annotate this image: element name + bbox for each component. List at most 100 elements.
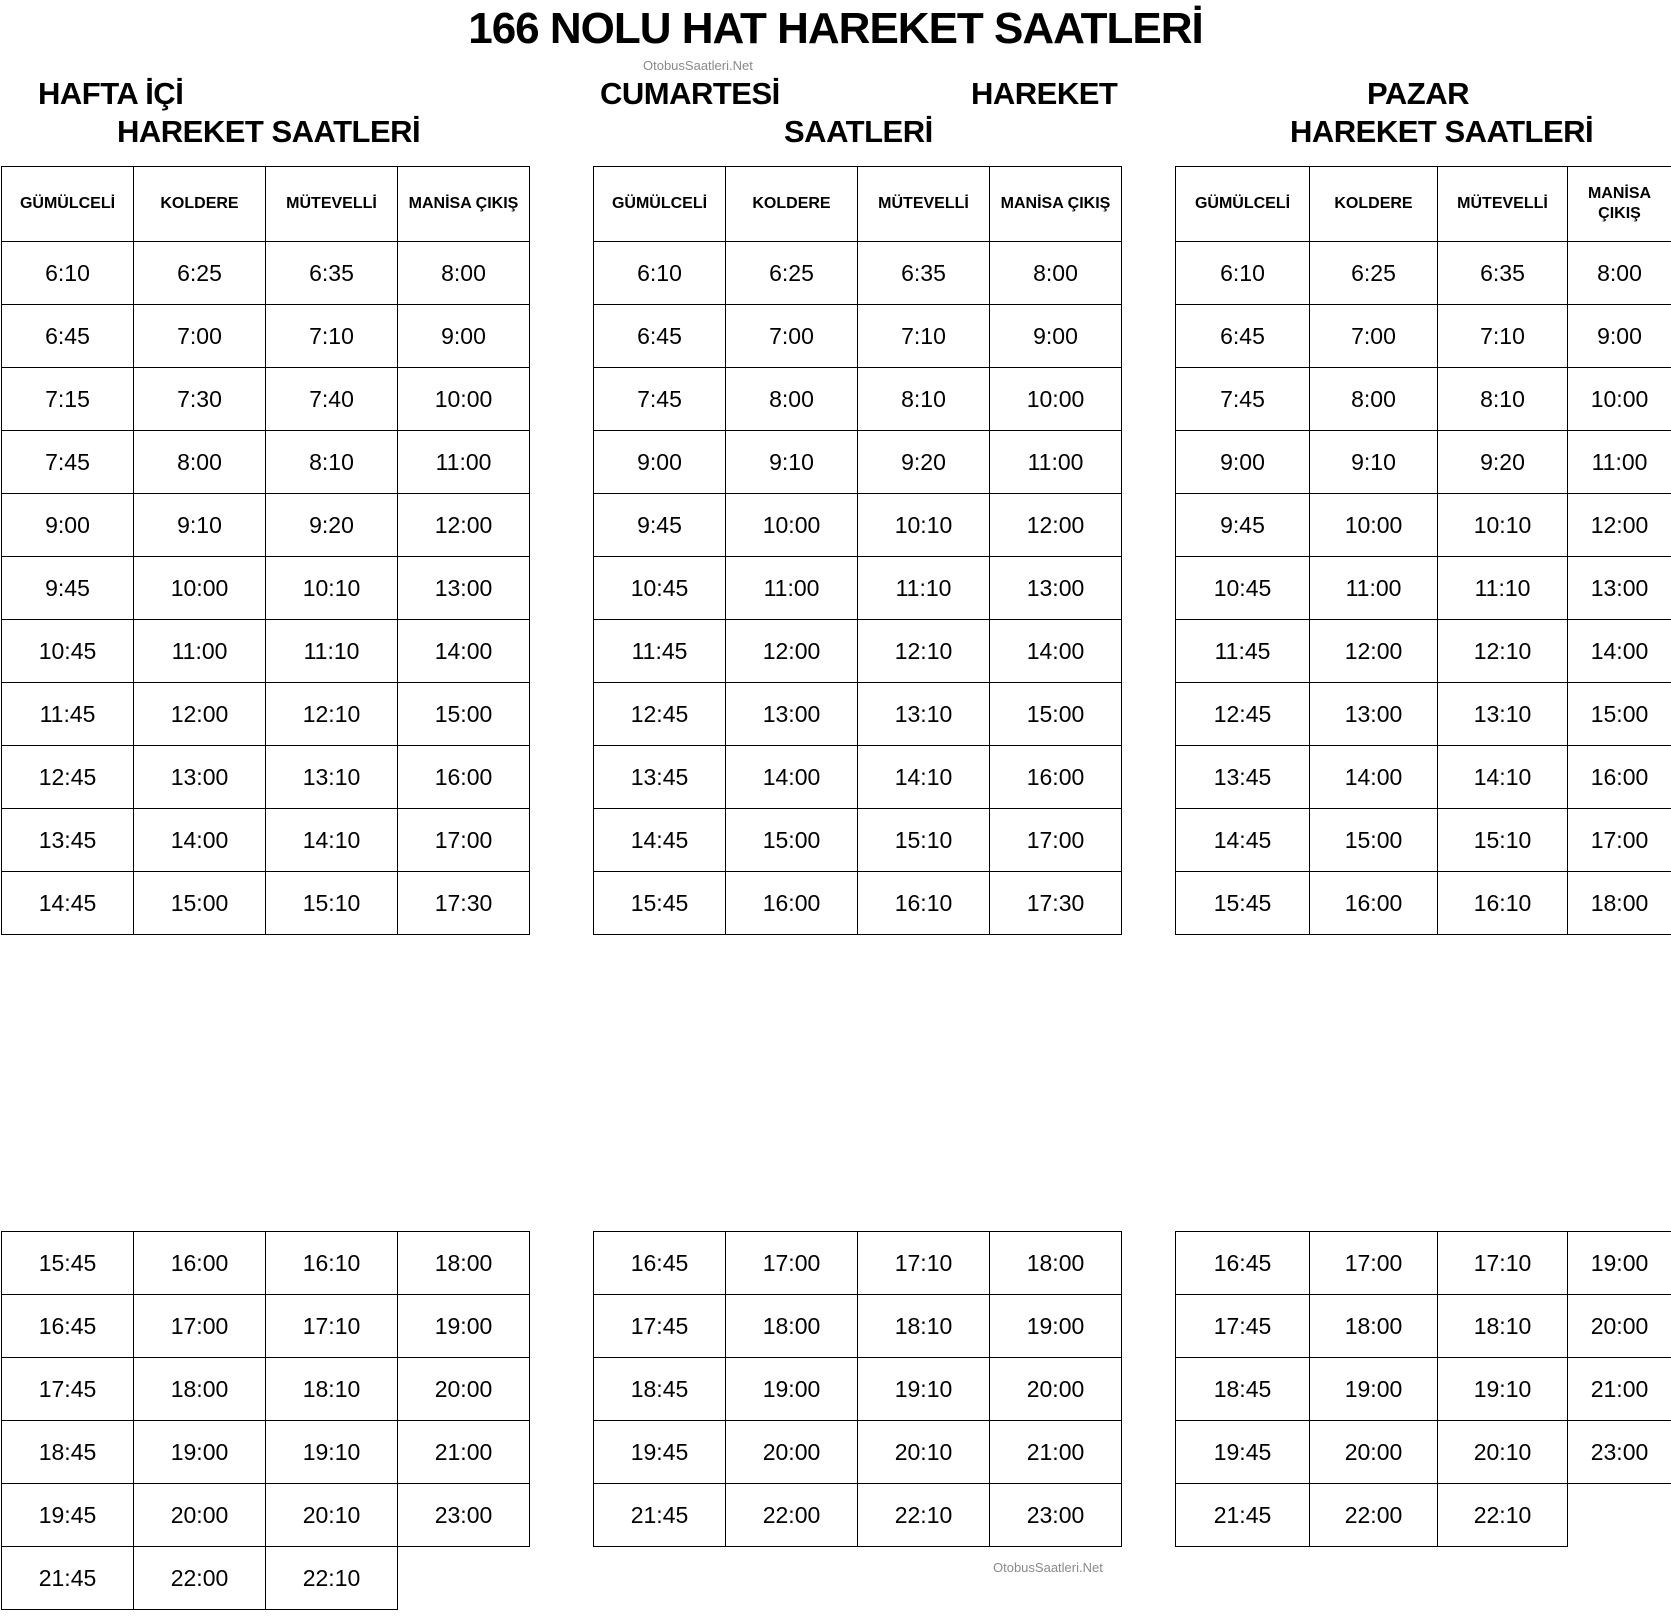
table-row: 6:10 6:25 6:35 8:00 — [1, 241, 530, 305]
saturday-heading-line2: SAATLERİ — [784, 114, 933, 149]
time-cell: 17:00 — [1567, 808, 1671, 872]
time-cell: 12:00 — [1567, 493, 1671, 557]
time-cell: 20:10 — [265, 1483, 398, 1547]
time-cell: 7:10 — [1437, 304, 1568, 368]
time-cell: 17:00 — [133, 1294, 266, 1358]
time-cell: 18:00 — [725, 1294, 858, 1358]
time-cell: 6:10 — [593, 241, 726, 305]
table-row: 16:45 17:00 17:10 18:00 — [593, 1231, 1122, 1295]
time-cell: 14:10 — [857, 745, 990, 809]
time-cell: 17:45 — [593, 1294, 726, 1358]
time-cell: 19:00 — [989, 1294, 1122, 1358]
time-cell: 11:00 — [725, 556, 858, 620]
time-cell: 23:00 — [397, 1483, 530, 1547]
time-cell: 11:00 — [133, 619, 266, 683]
time-cell: 6:10 — [1175, 241, 1310, 305]
time-cell: 20:10 — [1437, 1420, 1568, 1484]
time-cell: 9:10 — [1309, 430, 1438, 494]
time-cell: 7:45 — [1, 430, 134, 494]
time-cell: 18:45 — [1, 1420, 134, 1484]
time-cell: 10:00 — [725, 493, 858, 557]
time-cell: 8:00 — [1309, 367, 1438, 431]
time-cell: 16:00 — [1309, 871, 1438, 935]
time-cell: 6:45 — [1, 304, 134, 368]
time-cell: 15:00 — [133, 871, 266, 935]
time-cell: 10:10 — [265, 556, 398, 620]
time-cell: 12:00 — [133, 682, 266, 746]
table-row: 13:45 14:00 14:10 16:00 — [593, 745, 1122, 809]
time-cell: 8:10 — [265, 430, 398, 494]
saturday-schedule-table-bottom: 16:45 17:00 17:10 18:00 17:45 18:00 18:10 19:00… — [593, 1231, 1122, 1547]
time-cell: 19:10 — [857, 1357, 990, 1421]
time-cell: 15:00 — [989, 682, 1122, 746]
time-cell: 9:10 — [725, 430, 858, 494]
time-cell: 23:00 — [989, 1483, 1122, 1547]
time-cell: 17:00 — [1309, 1231, 1438, 1295]
sunday-schedule-table-top: GÜMÜLCELİ KOLDERE MÜTEVELLİ MANİSA ÇIKIŞ 6:1… — [1175, 166, 1671, 935]
time-cell: 17:30 — [989, 871, 1122, 935]
time-cell: 16:00 — [397, 745, 530, 809]
time-cell: 19:00 — [133, 1420, 266, 1484]
time-cell: 17:00 — [725, 1231, 858, 1295]
time-cell: 15:10 — [857, 808, 990, 872]
sunday-heading-line2: HAREKET SAATLERİ — [1290, 114, 1594, 149]
time-cell: 22:10 — [1437, 1483, 1568, 1547]
time-cell: 10:45 — [1, 619, 134, 683]
time-cell: 22:00 — [1309, 1483, 1438, 1547]
time-cell: 9:10 — [133, 493, 266, 557]
time-cell: 13:00 — [397, 556, 530, 620]
time-cell: 18:00 — [397, 1231, 530, 1295]
table-row: 11:45 12:00 12:10 14:00 — [593, 619, 1122, 683]
column-header: MÜTEVELLİ — [1437, 166, 1568, 242]
table-row: 19:45 20:00 20:10 21:00 — [593, 1420, 1122, 1484]
time-cell: 7:10 — [857, 304, 990, 368]
time-cell: 18:00 — [133, 1357, 266, 1421]
table-row: 6:10 6:25 6:35 8:00 — [593, 241, 1122, 305]
table-row: 14:45 15:00 15:10 17:30 — [1, 871, 530, 935]
time-cell: 15:10 — [265, 871, 398, 935]
time-cell: 19:45 — [1, 1483, 134, 1547]
time-cell: 16:45 — [1, 1294, 134, 1358]
column-header: GÜMÜLCELİ — [1175, 166, 1310, 242]
time-cell: 14:00 — [989, 619, 1122, 683]
table-row: 19:45 20:00 20:10 23:00 — [1175, 1420, 1671, 1484]
time-cell: 6:45 — [1175, 304, 1310, 368]
time-cell: 9:00 — [593, 430, 726, 494]
table-row: 9:45 10:00 10:10 12:00 — [593, 493, 1122, 557]
table-row: 10:45 11:00 11:10 13:00 — [1175, 556, 1671, 620]
time-cell: 20:00 — [133, 1483, 266, 1547]
table-row: 18:45 19:00 19:10 21:00 — [1, 1420, 530, 1484]
table-row: 11:45 12:00 12:10 14:00 — [1175, 619, 1671, 683]
time-cell: 11:00 — [989, 430, 1122, 494]
time-cell: 9:00 — [1, 493, 134, 557]
saturday-schedule-table-top: GÜMÜLCELİ KOLDERE MÜTEVELLİ MANİSA ÇIKIŞ 6:1… — [593, 166, 1122, 935]
time-cell: 17:45 — [1175, 1294, 1310, 1358]
time-cell: 11:10 — [1437, 556, 1568, 620]
time-cell: 14:00 — [1567, 619, 1671, 683]
time-cell: 7:45 — [593, 367, 726, 431]
table-row: 6:45 7:00 7:10 9:00 — [1, 304, 530, 368]
time-cell: 14:00 — [1309, 745, 1438, 809]
table-row: 6:45 7:00 7:10 9:00 — [593, 304, 1122, 368]
time-cell: 11:45 — [1, 682, 134, 746]
time-cell: 12:10 — [1437, 619, 1568, 683]
time-cell: 11:45 — [1175, 619, 1310, 683]
time-cell: 14:45 — [593, 808, 726, 872]
table-row: 18:45 19:00 19:10 21:00 — [1175, 1357, 1671, 1421]
table-row: 13:45 14:00 14:10 17:00 — [1, 808, 530, 872]
time-cell: 9:45 — [593, 493, 726, 557]
time-cell: 9:00 — [1567, 304, 1671, 368]
table-row: 21:45 22:00 22:10 — [1, 1546, 530, 1610]
time-cell: 17:45 — [1, 1357, 134, 1421]
column-header: KOLDERE — [725, 166, 858, 242]
table-row: 9:45 10:00 10:10 12:00 — [1175, 493, 1671, 557]
weekday-schedule-table-top: GÜMÜLCELİ KOLDERE MÜTEVELLİ MANİSA ÇIKIŞ 6:1… — [1, 166, 530, 935]
time-cell: 7:15 — [1, 367, 134, 431]
table-row: 15:45 16:00 16:10 17:30 — [593, 871, 1122, 935]
time-cell: 10:00 — [989, 367, 1122, 431]
time-cell: 16:10 — [265, 1231, 398, 1295]
time-cell: 18:00 — [1567, 871, 1671, 935]
time-cell: 14:10 — [1437, 745, 1568, 809]
time-cell: 15:45 — [1, 1231, 134, 1295]
time-cell: 6:35 — [265, 241, 398, 305]
